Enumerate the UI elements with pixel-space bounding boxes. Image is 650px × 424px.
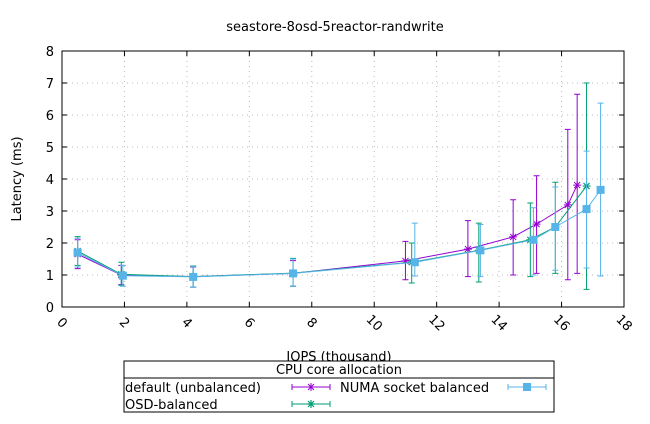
data-point xyxy=(563,200,572,209)
data-point xyxy=(118,271,127,280)
series-0 xyxy=(73,93,582,288)
legend-label-osd-balanced: OSD-balanced xyxy=(125,398,218,413)
y-tick-label: 7 xyxy=(46,77,54,92)
x-tick-label: 8 xyxy=(303,315,319,331)
series-line xyxy=(77,184,578,278)
x-tick-label: 4 xyxy=(178,315,194,331)
data-point xyxy=(289,269,298,278)
data-point xyxy=(410,258,419,267)
x-tick-label: 12 xyxy=(425,312,447,334)
y-tick-label: 5 xyxy=(46,141,54,156)
data-point xyxy=(73,248,82,257)
data-point xyxy=(476,246,485,255)
x-tick-label: 18 xyxy=(612,312,634,334)
legend-label-default: default (unbalanced) xyxy=(125,381,261,396)
y-tick-label: 2 xyxy=(46,237,54,252)
x-tick-label: 10 xyxy=(363,312,385,334)
y-tick-label: 3 xyxy=(46,205,54,220)
data-point xyxy=(582,205,591,214)
x-tick-label: 2 xyxy=(116,315,132,331)
plot-border xyxy=(61,50,625,308)
legend-title: CPU core allocation xyxy=(276,363,402,378)
series-2 xyxy=(73,102,605,288)
x-tick-label: 14 xyxy=(488,312,510,334)
x-tick-label: 0 xyxy=(53,315,69,331)
legend-marker xyxy=(307,383,315,391)
legend-marker xyxy=(307,400,315,408)
legend-label-numa: NUMA socket balanced xyxy=(340,381,489,396)
legend-marker xyxy=(523,383,531,391)
data-point xyxy=(509,232,518,241)
y-tick-label: 1 xyxy=(46,269,54,284)
x-tick-label: 16 xyxy=(550,312,572,334)
error-bar xyxy=(411,222,418,277)
x-tick-label: 6 xyxy=(241,315,257,331)
series-line xyxy=(77,189,601,278)
data-point xyxy=(189,272,198,281)
data-point xyxy=(463,245,472,254)
data-point xyxy=(401,256,410,265)
data-point xyxy=(532,220,541,229)
y-tick-label: 0 xyxy=(46,301,54,316)
chart-title: seastore-8osd-5reactor-randwrite xyxy=(226,20,443,35)
y-tick-label: 4 xyxy=(46,173,54,188)
data-point xyxy=(573,181,582,190)
legend: CPU core allocation default (unbalanced)… xyxy=(123,360,555,413)
y-tick-label: 6 xyxy=(46,109,54,124)
data-point xyxy=(551,223,560,231)
data-point xyxy=(596,185,605,194)
y-axis-label: Latency (ms) xyxy=(10,136,25,221)
data-point xyxy=(529,235,538,244)
y-tick-label: 8 xyxy=(46,45,54,60)
legend-box xyxy=(123,360,555,413)
